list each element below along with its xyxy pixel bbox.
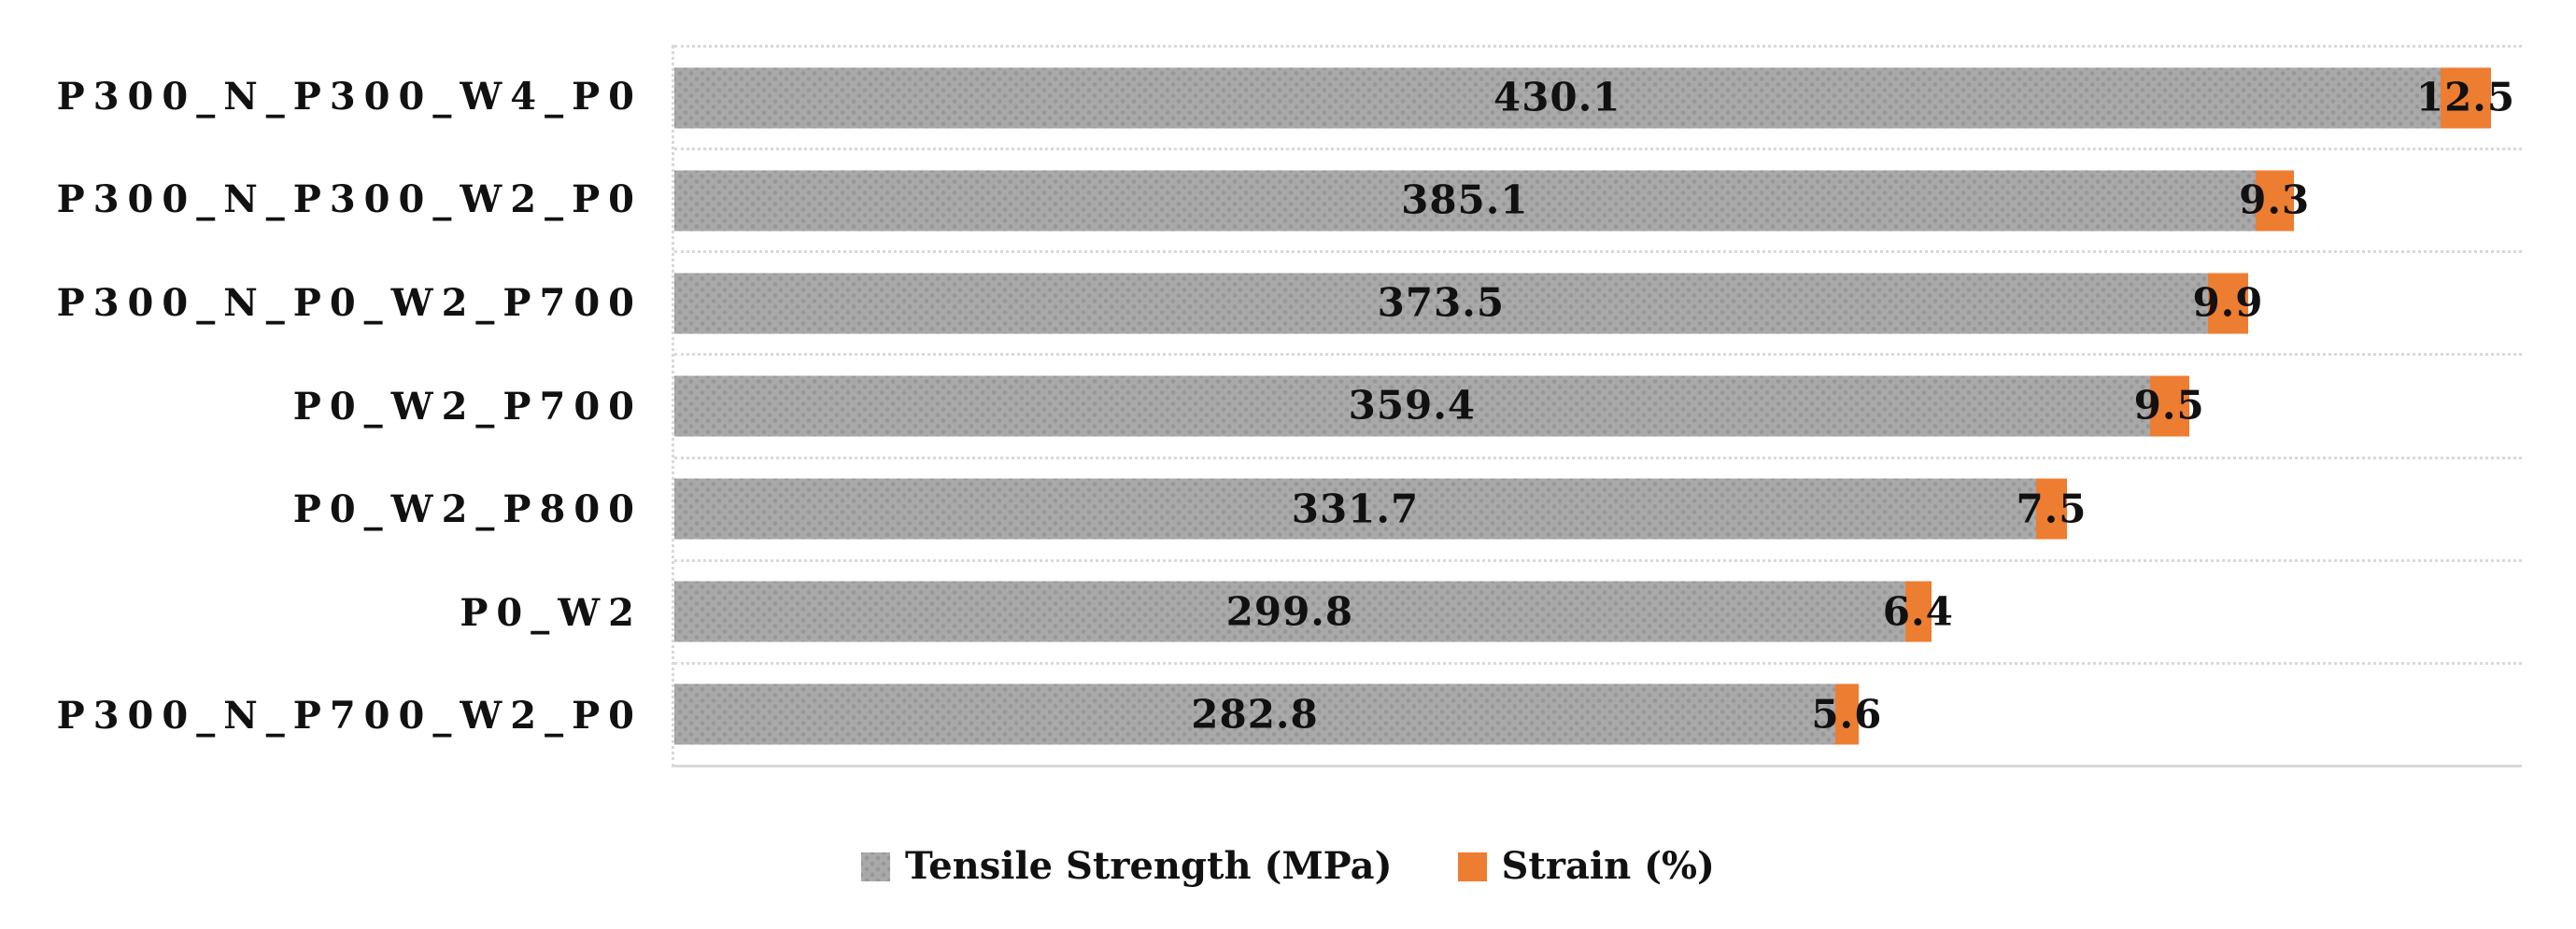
plot-area: 430.1 12.5 385.1 9.3 373.5 9.9 359.4 9.5 [672, 45, 2522, 767]
strain-value-label: 6.4 [1882, 588, 1954, 635]
bar-row: 282.8 5.6 [674, 661, 2522, 765]
category-label: P300_N_P300_W4_P0 [56, 74, 643, 119]
category-label: P300_N_P0_W2_P700 [56, 280, 643, 325]
tensile-swatch-icon [861, 852, 891, 881]
strain-bar-segment [1904, 581, 1932, 642]
tensile-bar-segment [674, 683, 1836, 745]
strain-bar-segment [2440, 67, 2492, 129]
tensile-value-label: 373.5 [1377, 279, 1506, 326]
tensile-bar-segment [674, 581, 1905, 642]
legend-label-strain: Strain (%) [1501, 844, 1715, 888]
strain-bar-segment [2207, 273, 2249, 334]
bar-track: 359.4 9.5 [674, 375, 2522, 437]
bar-track: 430.1 12.5 [674, 67, 2522, 129]
tensile-bar-segment [674, 478, 2036, 540]
strain-value-label: 9.5 [2133, 382, 2205, 429]
tensile-bar-segment [674, 375, 2150, 437]
bar-row: 385.1 9.3 [674, 148, 2522, 250]
tensile-bar-segment [674, 273, 2208, 334]
bar-track: 385.1 9.3 [674, 170, 2522, 232]
strain-value-label: 9.3 [2239, 176, 2311, 223]
bar-track: 282.8 5.6 [674, 683, 2522, 745]
tensile-bar-segment [674, 67, 2441, 129]
tensile-value-label: 331.7 [1291, 486, 1420, 532]
strain-bar-segment [2255, 170, 2294, 232]
strain-value-label: 7.5 [2016, 486, 2088, 532]
tensile-value-label: 359.4 [1348, 382, 1477, 429]
tensile-value-label: 282.8 [1191, 691, 1319, 738]
strain-bar-segment [2149, 375, 2189, 437]
bar-row: 299.8 6.4 [674, 558, 2522, 662]
tensile-bar-segment [674, 170, 2256, 232]
tensile-value-label: 299.8 [1225, 588, 1354, 635]
tensile-value-label: 385.1 [1401, 176, 1529, 223]
bar-track: 331.7 7.5 [674, 478, 2522, 540]
category-label: P0_W2 [460, 590, 643, 635]
bar-row: 430.1 12.5 [674, 45, 2522, 148]
strain-value-label: 12.5 [2415, 74, 2516, 120]
legend-label-tensile: Tensile Strength (MPa) [905, 844, 1393, 888]
category-label: P0_W2_P800 [292, 487, 643, 532]
bar-row: 373.5 9.9 [674, 250, 2522, 353]
bar-track: 373.5 9.9 [674, 273, 2522, 334]
bar-track: 299.8 6.4 [674, 581, 2522, 642]
legend: Tensile Strength (MPa) Strain (%) [0, 848, 2576, 885]
strain-value-label: 5.6 [1811, 691, 1883, 738]
bar-row: 331.7 7.5 [674, 456, 2522, 559]
category-label: P300_N_P300_W2_P0 [56, 177, 643, 222]
strain-swatch-icon [1457, 852, 1487, 881]
strain-bar-segment [1835, 683, 1859, 745]
category-label: P0_W2_P700 [292, 384, 643, 429]
category-label: P300_N_P700_W2_P0 [56, 694, 643, 739]
strain-bar-segment [2036, 478, 2067, 540]
bar-row: 359.4 9.5 [674, 353, 2522, 456]
tensile-value-label: 430.1 [1493, 74, 1621, 120]
legend-item-strain: Strain (%) [1457, 844, 1715, 888]
legend-item-tensile: Tensile Strength (MPa) [861, 844, 1393, 888]
strain-value-label: 9.9 [2192, 279, 2264, 326]
category-axis: P300_N_P300_W4_P0 P300_N_P300_W2_P0 P300_N… [0, 45, 643, 767]
